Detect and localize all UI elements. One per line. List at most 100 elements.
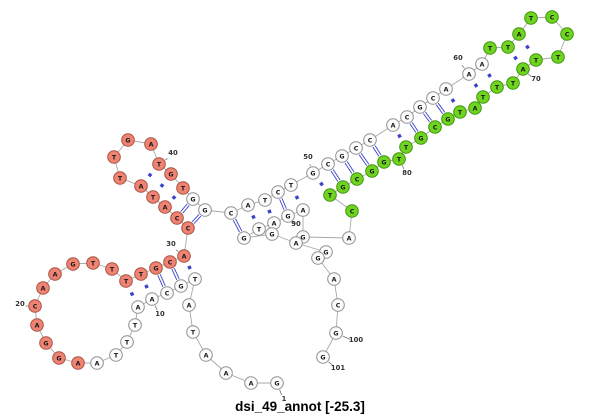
position-labels: 1 10 20 30 40 50 60 70 80 90 100 101	[15, 54, 541, 403]
nucleotide-base: A	[53, 271, 58, 278]
nucleotide	[39, 336, 53, 350]
pair-bond-double	[232, 219, 240, 233]
nucleotide	[270, 376, 284, 390]
nucleotide-base: G	[320, 354, 325, 361]
nucleotide-base: T	[257, 226, 262, 233]
plot-title: dsi_49_annot [-25.3]	[235, 399, 365, 414]
nucleotide	[426, 91, 440, 105]
nucleotide	[271, 185, 285, 199]
pair-bond-dot	[171, 195, 177, 200]
nucleotide-base: T	[181, 185, 186, 192]
position-label: 1	[282, 395, 287, 403]
nucleotide-base: A	[391, 122, 396, 129]
nucleotide-base: A	[473, 105, 478, 112]
nucleotide	[107, 150, 121, 164]
nucleotide-base: T	[124, 278, 129, 285]
pair-bond-dot	[487, 73, 492, 78]
nucleotide	[350, 172, 364, 186]
nucleotide-base: G	[190, 196, 195, 203]
nucleotide-base: A	[272, 220, 277, 227]
nucleotide	[174, 279, 188, 293]
pair-bond-double	[435, 104, 444, 115]
pair-bond-double	[422, 113, 430, 123]
nucleotide-base: G	[445, 116, 450, 123]
nucleotide	[392, 152, 406, 166]
nucleotide-base: T	[529, 15, 534, 22]
nucleotide-base: G	[418, 135, 423, 142]
label-tick	[175, 249, 179, 252]
nucleotide	[71, 356, 85, 370]
nucleotide	[164, 167, 178, 181]
nucleotide-base: A	[294, 240, 299, 247]
label-tick	[401, 165, 405, 170]
nucleotide-base: G	[285, 213, 290, 220]
label-tick	[279, 389, 283, 396]
nucleotide	[182, 298, 196, 312]
nucleotide-base: G	[417, 104, 422, 111]
pair-bond-double	[409, 123, 417, 133]
nucleotide	[128, 318, 142, 332]
nucleotide	[144, 137, 158, 151]
nucleotide	[30, 318, 44, 332]
nucleotide-base: T	[112, 154, 117, 161]
nucleotide	[345, 204, 359, 218]
nucleotide-base: G	[340, 184, 345, 191]
nucleotide-base: C	[168, 259, 173, 266]
pair-bond-double	[344, 162, 353, 174]
pair-bond-dot	[159, 183, 165, 188]
nucleotide-base: G	[315, 255, 320, 262]
nucleotide-base: T	[151, 194, 156, 201]
nucleotide	[134, 179, 148, 193]
position-label: 10	[155, 310, 165, 318]
nucleotide	[296, 203, 310, 217]
nucleotide-base: C	[33, 303, 38, 310]
nucleotide	[365, 164, 379, 178]
pair-bond-dot	[294, 195, 300, 200]
nucleotide	[120, 335, 134, 349]
nucleotide	[377, 155, 391, 169]
nucleotide	[113, 171, 127, 185]
nucleotide-base: C	[350, 208, 355, 215]
nucleotide	[66, 257, 80, 271]
nucleotide	[170, 211, 184, 225]
pair-bond-double	[372, 146, 380, 157]
pair-bond-double	[159, 273, 166, 286]
nucleotide-base: A	[246, 202, 251, 209]
pair-bond-double	[191, 214, 200, 223]
pair-bond-dot	[525, 44, 530, 50]
pair-bond-dot	[473, 83, 479, 88]
nucleotide-base: A	[444, 86, 449, 93]
nucleotide-base: A	[35, 322, 40, 329]
nucleotide-base: G	[333, 330, 338, 337]
pair-bond-double	[346, 161, 355, 173]
nucleotide	[198, 203, 212, 217]
label-tick	[292, 221, 295, 224]
nucleotide-base: C	[565, 31, 570, 38]
nucleotide-base: G	[241, 235, 246, 242]
pair-bonds	[129, 44, 530, 297]
pair-bond-double	[374, 145, 382, 156]
nucleotide	[327, 272, 341, 286]
nucleotide-base: T	[91, 260, 96, 267]
nucleotide-base: C	[431, 95, 436, 102]
nucleotide-base: G	[168, 171, 173, 178]
label-tick	[309, 164, 311, 167]
nucleotide-base: A	[139, 183, 144, 190]
nucleotide-base: T	[511, 80, 516, 87]
nucleotide	[146, 190, 160, 204]
nucleotide	[199, 348, 213, 362]
nucleotide	[516, 62, 530, 76]
nucleotide-base: T	[110, 266, 115, 273]
nucleotide	[181, 221, 195, 235]
pair-bond-double	[437, 102, 446, 113]
label-tick	[328, 361, 334, 367]
nucleotide	[363, 133, 377, 147]
nucleotide	[413, 100, 427, 114]
position-label: 90	[291, 220, 301, 228]
nucleotide	[551, 50, 565, 64]
nucleotide-base: A	[332, 276, 337, 283]
nucleotide-base: G	[274, 380, 279, 387]
pair-bond-double	[279, 199, 285, 210]
nucleotide-base: C	[550, 14, 555, 21]
nucleotide	[428, 120, 442, 134]
